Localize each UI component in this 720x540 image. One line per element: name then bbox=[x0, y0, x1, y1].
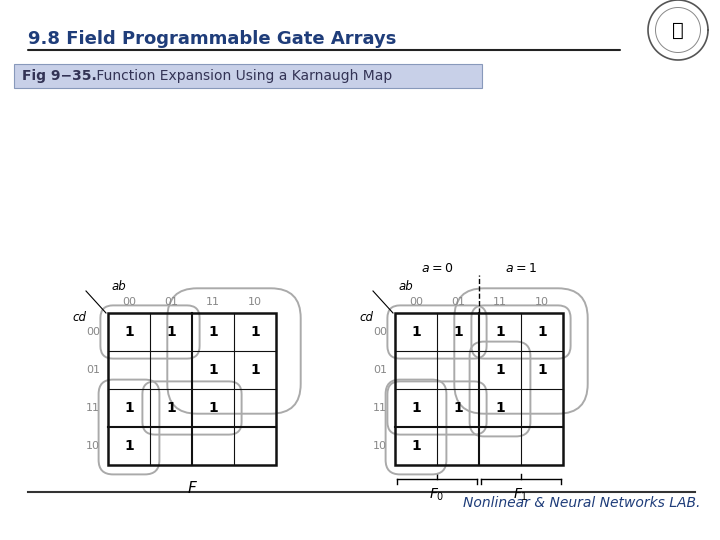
Text: 01: 01 bbox=[373, 365, 387, 375]
Text: 1: 1 bbox=[537, 363, 547, 377]
Text: 1: 1 bbox=[453, 325, 463, 339]
Text: cd: cd bbox=[72, 311, 86, 324]
Text: 00: 00 bbox=[373, 327, 387, 337]
Text: 1: 1 bbox=[166, 401, 176, 415]
Text: 00: 00 bbox=[86, 327, 100, 337]
Text: 1: 1 bbox=[495, 401, 505, 415]
Text: 10: 10 bbox=[373, 441, 387, 451]
Text: $a=0$: $a=0$ bbox=[421, 262, 453, 275]
Text: Function Expansion Using a Karnaugh Map: Function Expansion Using a Karnaugh Map bbox=[92, 69, 392, 83]
Text: 1: 1 bbox=[124, 325, 134, 339]
Text: $F_0$: $F_0$ bbox=[429, 487, 445, 503]
Bar bbox=[108, 313, 276, 465]
Text: 11: 11 bbox=[86, 403, 100, 413]
Text: 1: 1 bbox=[453, 401, 463, 415]
Text: 00: 00 bbox=[122, 297, 136, 307]
Text: ab: ab bbox=[112, 280, 127, 293]
Bar bbox=[108, 313, 276, 465]
Text: 11: 11 bbox=[493, 297, 507, 307]
Text: 10: 10 bbox=[248, 297, 262, 307]
Text: 9.8 Field Programmable Gate Arrays: 9.8 Field Programmable Gate Arrays bbox=[28, 30, 397, 48]
Text: 10: 10 bbox=[86, 441, 100, 451]
Text: 01: 01 bbox=[164, 297, 178, 307]
Text: 01: 01 bbox=[451, 297, 465, 307]
Text: 1: 1 bbox=[250, 325, 260, 339]
Text: 1: 1 bbox=[411, 439, 421, 453]
Text: 00: 00 bbox=[409, 297, 423, 307]
Text: Fig 9−35.: Fig 9−35. bbox=[22, 69, 96, 83]
Text: 1: 1 bbox=[250, 363, 260, 377]
Text: 1: 1 bbox=[124, 439, 134, 453]
Text: 11: 11 bbox=[373, 403, 387, 413]
Text: 01: 01 bbox=[86, 365, 100, 375]
FancyBboxPatch shape bbox=[14, 64, 482, 88]
Text: 1: 1 bbox=[208, 401, 218, 415]
Text: cd: cd bbox=[359, 311, 373, 324]
Text: $F_1$: $F_1$ bbox=[513, 487, 528, 503]
Text: 11: 11 bbox=[206, 297, 220, 307]
Text: 1: 1 bbox=[495, 325, 505, 339]
Text: 1: 1 bbox=[495, 363, 505, 377]
Bar bbox=[395, 313, 563, 465]
Text: 10: 10 bbox=[535, 297, 549, 307]
Text: ab: ab bbox=[399, 280, 414, 293]
Bar bbox=[395, 313, 563, 465]
Text: 1: 1 bbox=[537, 325, 547, 339]
Text: Nonlinear & Neural Networks LAB.: Nonlinear & Neural Networks LAB. bbox=[463, 496, 700, 510]
Text: 1: 1 bbox=[208, 325, 218, 339]
Text: 1: 1 bbox=[124, 401, 134, 415]
Text: $F$: $F$ bbox=[186, 480, 197, 496]
Text: 1: 1 bbox=[166, 325, 176, 339]
Text: 1: 1 bbox=[411, 325, 421, 339]
Text: 1: 1 bbox=[411, 401, 421, 415]
Text: 1: 1 bbox=[208, 363, 218, 377]
Text: $a=1$: $a=1$ bbox=[505, 262, 537, 275]
Text: 🔥: 🔥 bbox=[672, 21, 684, 39]
